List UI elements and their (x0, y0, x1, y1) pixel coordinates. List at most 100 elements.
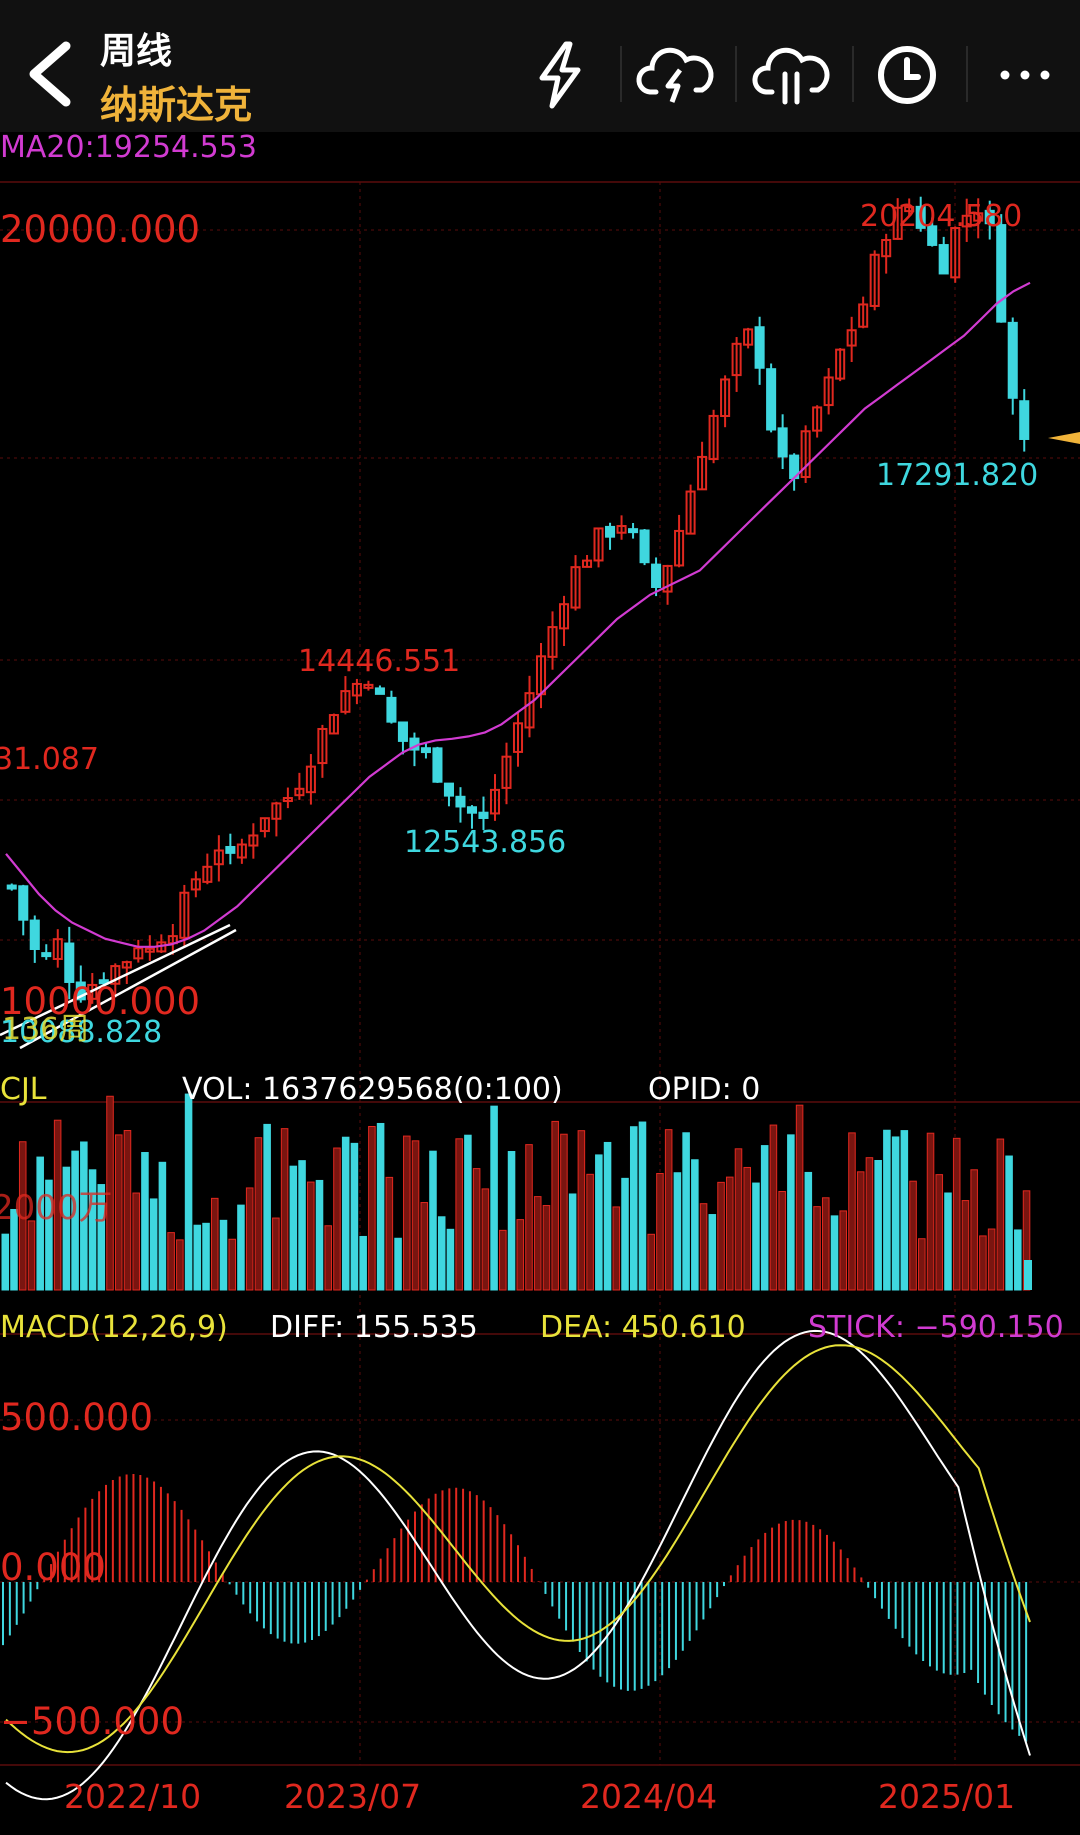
candle-body (271, 802, 282, 820)
candle-body (501, 755, 512, 789)
candle-body (524, 692, 535, 729)
candle-body (248, 834, 259, 847)
volume-bar (996, 1138, 1005, 1291)
volume-bar (429, 1150, 437, 1291)
candle-body (512, 722, 524, 753)
volume-bar (341, 1136, 350, 1291)
volume-bar (778, 1190, 786, 1291)
volume-bar (403, 1135, 411, 1291)
volume-bar (961, 1200, 970, 1291)
volume-bar (280, 1128, 289, 1291)
macd-title: MACD(12,26,9) (0, 1310, 228, 1345)
back-chevron-icon[interactable] (18, 38, 88, 108)
volume-bar (315, 1179, 324, 1291)
trend-line (19, 928, 237, 1050)
candle-body (984, 209, 995, 225)
volume-bar (490, 1105, 498, 1291)
candle-body (754, 326, 765, 369)
date-tick-1: 2023/07 (284, 1777, 422, 1816)
grid-lines (0, 181, 1080, 1766)
volume-bar (699, 1203, 708, 1291)
volume-bar (516, 1219, 525, 1291)
left-partial-label: 31.087 (0, 742, 99, 777)
volume-bar (568, 1193, 577, 1291)
volume-bar (455, 1138, 463, 1291)
volume-bar (193, 1224, 202, 1291)
volume-bar (245, 1187, 254, 1291)
volume-bar (1024, 1260, 1032, 1290)
candle-body (616, 525, 627, 534)
macd-y-bottom: −500.000 (0, 1700, 185, 1743)
volume-bar (525, 1144, 533, 1291)
cloud-download-icon[interactable] (636, 40, 716, 110)
volume-bar (385, 1176, 394, 1291)
high-label-2025: 20204.580 (860, 199, 1023, 234)
volume-bar (891, 1136, 900, 1291)
candle-body (639, 529, 650, 564)
candle-body (420, 747, 431, 754)
candle-body (881, 239, 892, 258)
macd-histogram (2, 1474, 1028, 1742)
volume-bar (865, 1157, 874, 1291)
candle-body (455, 795, 466, 808)
volume-bar (88, 1169, 97, 1291)
period-overlay-label: 136周 (2, 1012, 90, 1047)
volume-bar (734, 1148, 743, 1291)
lightning-icon[interactable] (526, 40, 596, 110)
candle-body (236, 843, 247, 859)
volume-bar (909, 1180, 917, 1291)
volume-value: VOL: 1637629568(0:100) (182, 1072, 563, 1107)
candle-body (397, 721, 408, 742)
candle-body (351, 682, 362, 697)
candle-body (973, 212, 984, 222)
candle-body (743, 328, 754, 346)
candle-body (915, 205, 926, 229)
volume-bar (472, 1168, 481, 1291)
volume-bar (586, 1173, 594, 1291)
volume-bar (97, 1184, 106, 1291)
candle-body (927, 225, 938, 246)
current-price-marker (1048, 432, 1080, 444)
trend-line (0, 923, 231, 1037)
index-name: 纳斯达克 (100, 83, 253, 127)
candle-body (1007, 321, 1018, 399)
clock-icon[interactable] (872, 40, 942, 110)
candle-body (558, 603, 570, 630)
candle-body (202, 865, 213, 883)
candle-body (6, 884, 17, 890)
candle-body (685, 490, 696, 535)
volume-bar (970, 1169, 978, 1291)
candle-body (835, 348, 846, 380)
volume-bar (446, 1228, 455, 1291)
macd-dea: DEA: 450.610 (540, 1310, 746, 1345)
volume-bar (664, 1129, 673, 1291)
volume-bar (743, 1166, 751, 1291)
volume-bar (333, 1147, 341, 1291)
macd-diff-line (5, 1329, 1031, 1801)
volume-bar (533, 1196, 542, 1291)
candle-body (869, 253, 880, 307)
candle-body (708, 414, 719, 461)
volume-bar (149, 1198, 158, 1291)
candle-body (305, 765, 316, 794)
volume-bar (263, 1123, 271, 1291)
candle-body (328, 714, 339, 735)
volume-bar (507, 1151, 516, 1291)
volume-bar (350, 1142, 359, 1291)
candle-body (121, 961, 132, 969)
volume-bar (935, 1174, 944, 1291)
volume-bar (987, 1228, 996, 1291)
candle-body (110, 965, 121, 985)
cloud-upload-icon[interactable] (752, 40, 832, 110)
candle-body (570, 566, 581, 609)
volume-bar (725, 1176, 734, 1291)
more-dots-icon[interactable] (990, 40, 1060, 110)
volume-bar (944, 1192, 952, 1291)
volume-bar (795, 1104, 804, 1291)
date-tick-0: 2022/10 (64, 1777, 202, 1816)
left-low-label: 10088.828 (0, 1015, 163, 1050)
date-tick-3: 2025/01 (878, 1777, 1016, 1816)
volume-bar (411, 1140, 420, 1291)
candle-body (466, 806, 478, 814)
